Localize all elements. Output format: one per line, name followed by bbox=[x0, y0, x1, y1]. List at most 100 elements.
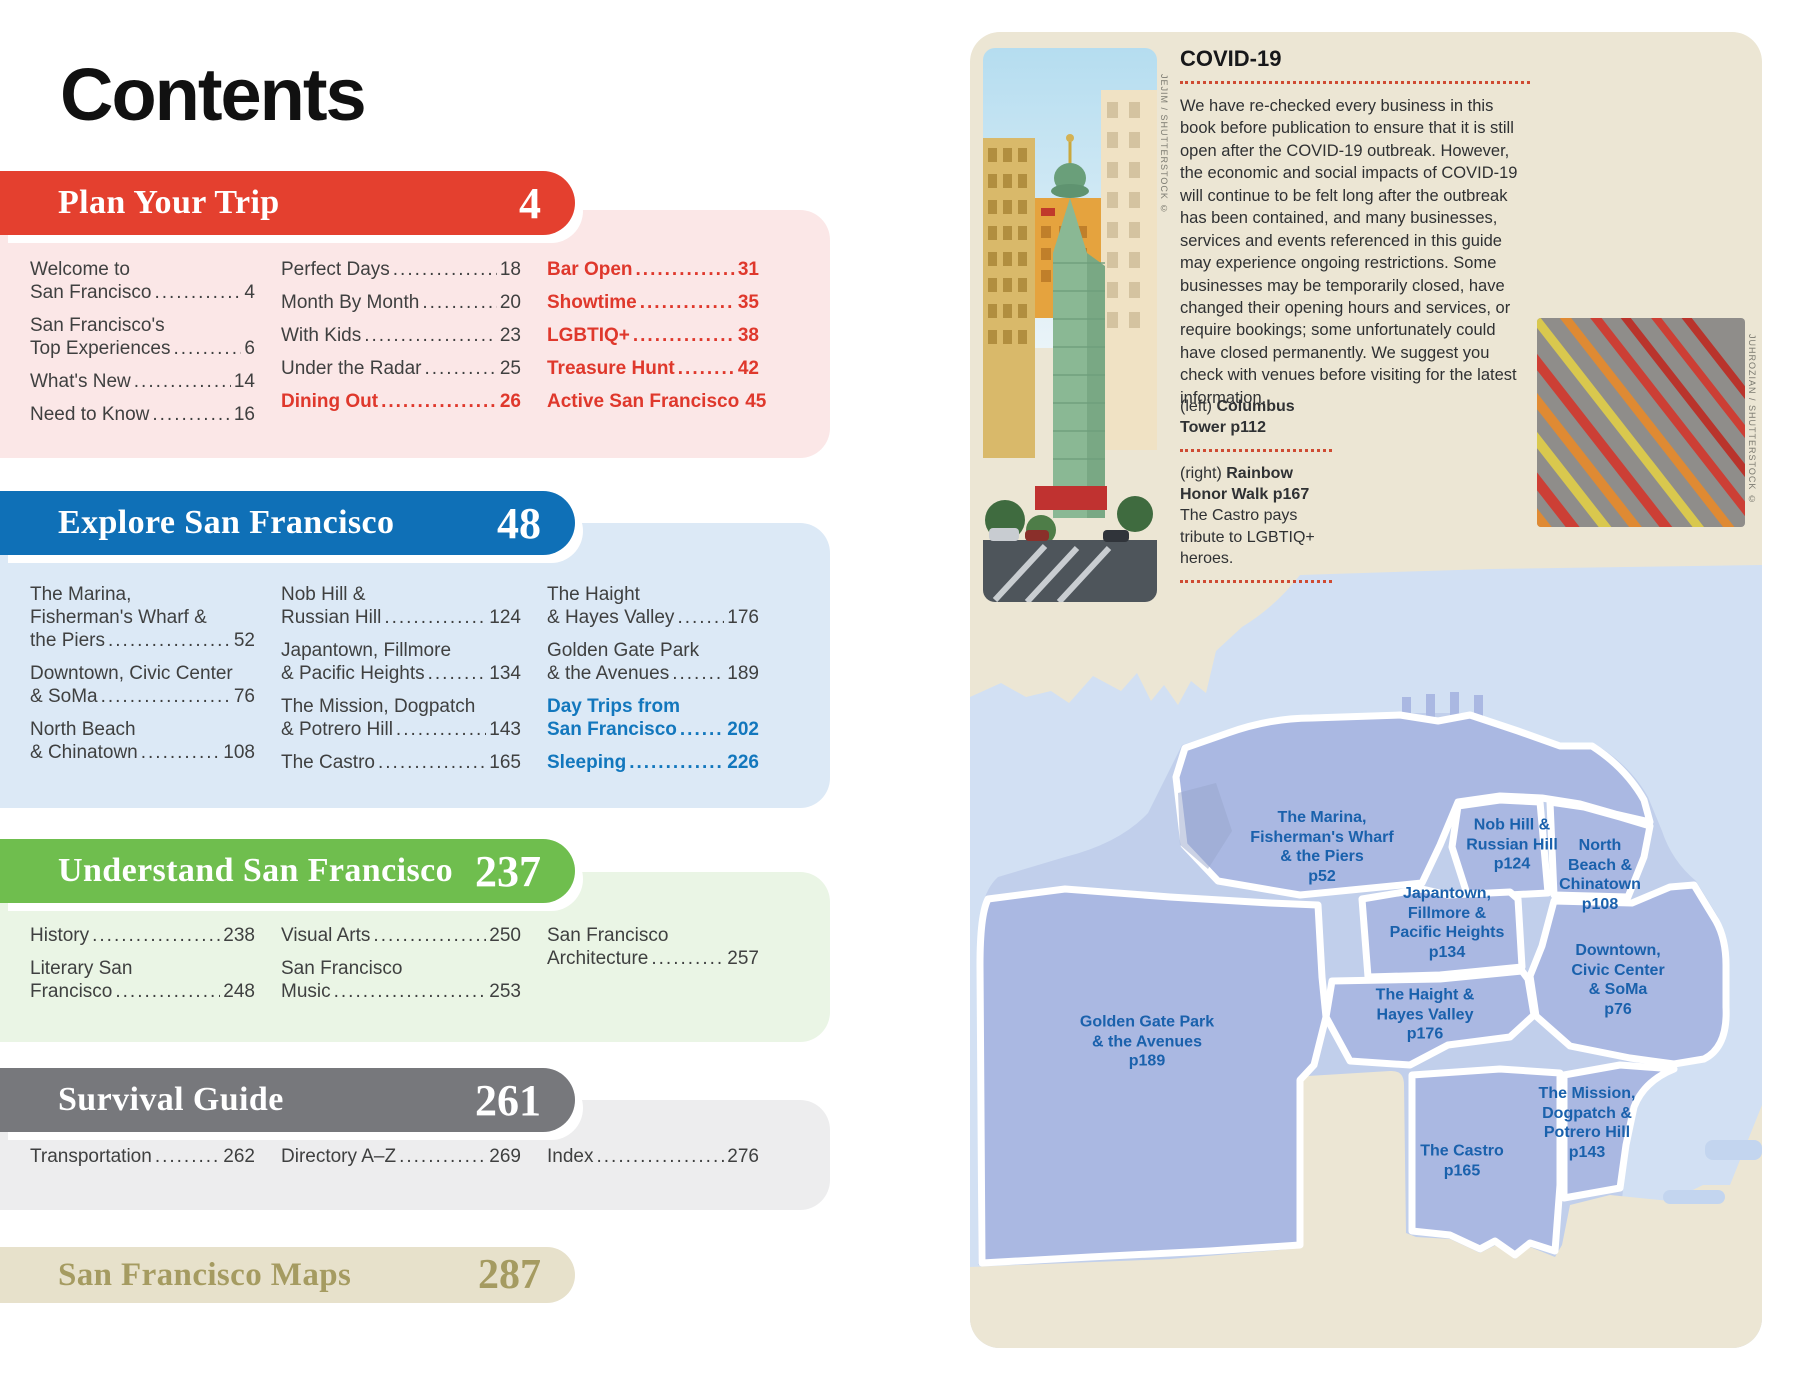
section-page-number: 287 bbox=[478, 1252, 541, 1298]
entry-line: Welcome to bbox=[30, 259, 130, 280]
toc-entry[interactable]: The Castro 165 bbox=[281, 751, 521, 774]
toc-entry[interactable]: Literary San Francisco 248 bbox=[30, 957, 255, 1003]
toc-entry[interactable]: San Francisco Music 253 bbox=[281, 957, 521, 1003]
entry-line: Fisherman's Wharf & bbox=[30, 607, 207, 628]
section-body-plan-your-trip: Welcome to San Francisco 4 San Francisco'… bbox=[0, 210, 830, 458]
entry-label: Russian Hill bbox=[281, 607, 382, 628]
dot-leader bbox=[381, 390, 497, 413]
entry-page: 42 bbox=[737, 358, 759, 379]
district-mission bbox=[1560, 1061, 1678, 1202]
entry-page: 16 bbox=[233, 404, 255, 425]
toc-column: Visual Arts 250 San Francisco Music 253 bbox=[281, 924, 521, 1013]
toc-entry[interactable]: San Francisco's Top Experiences 6 bbox=[30, 314, 255, 360]
toc-entry[interactable]: Day Trips from San Francisco 202 bbox=[547, 695, 759, 741]
section-title: Survival Guide bbox=[58, 1081, 284, 1118]
dot-leader bbox=[596, 1145, 724, 1168]
district-north-beach bbox=[1546, 798, 1654, 901]
toc-entry[interactable]: Visual Arts 250 bbox=[281, 924, 521, 947]
toc-entry[interactable]: Showtime 35 bbox=[547, 291, 759, 314]
entry-label: Dining Out bbox=[281, 391, 379, 412]
dot-leader bbox=[672, 662, 724, 685]
toc-entry[interactable]: Perfect Days 18 bbox=[281, 258, 521, 281]
dot-leader bbox=[334, 980, 487, 1003]
entry-label: Month By Month bbox=[281, 292, 420, 313]
dot-leader bbox=[154, 281, 241, 304]
toc-column: Directory A–Z 269 bbox=[281, 1145, 521, 1178]
entry-page: 6 bbox=[244, 338, 255, 359]
entry-page: 25 bbox=[499, 358, 521, 379]
toc-entry[interactable]: Under the Radar 25 bbox=[281, 357, 521, 380]
toc-entry[interactable]: History 238 bbox=[30, 924, 255, 947]
entry-label: Directory A–Z bbox=[281, 1146, 397, 1167]
toc-column: San Francisco Architecture 257 bbox=[547, 924, 759, 1013]
entry-label: & Chinatown bbox=[30, 742, 138, 763]
toc-entry[interactable]: Directory A–Z 269 bbox=[281, 1145, 521, 1168]
toc-entry[interactable]: With Kids 23 bbox=[281, 324, 521, 347]
map-shore-south bbox=[970, 1070, 1762, 1348]
toc-entry[interactable]: What's New 14 bbox=[30, 370, 255, 393]
entry-label: LGBTIQ+ bbox=[547, 325, 630, 346]
entry-line: Literary San bbox=[30, 958, 133, 979]
toc-entry[interactable]: Month By Month 20 bbox=[281, 291, 521, 314]
section-page-number: 261 bbox=[475, 1075, 541, 1125]
dot-leader bbox=[633, 324, 735, 347]
toc-entry[interactable]: Dining Out 26 bbox=[281, 390, 521, 413]
rainbow-honor-walk-photo bbox=[1537, 318, 1745, 527]
entry-page: 226 bbox=[727, 752, 759, 773]
caption-bold: Rainbow Honor Walk p167 bbox=[1180, 465, 1310, 504]
district-nob-hill bbox=[1448, 796, 1552, 901]
toc-column: Welcome to San Francisco 4 San Francisco'… bbox=[30, 258, 255, 436]
toc-entry[interactable]: North Beach & Chinatown 108 bbox=[30, 718, 255, 764]
entry-label: & Hayes Valley bbox=[547, 607, 675, 628]
entry-page: 269 bbox=[489, 1146, 521, 1167]
caption-right: (right) Rainbow Honor Walk p167 The Cast… bbox=[1180, 463, 1332, 569]
dotted-divider bbox=[1180, 579, 1332, 583]
district-japantown bbox=[1358, 885, 1526, 981]
toc-entry[interactable]: Japantown, Fillmore & Pacific Heights 134 bbox=[281, 639, 521, 685]
toc-entry[interactable]: Nob Hill & Russian Hill 124 bbox=[281, 583, 521, 629]
toc-entry[interactable]: The Haight & Hayes Valley 176 bbox=[547, 583, 759, 629]
dot-leader bbox=[680, 718, 724, 741]
map-label-mission: The Mission, Dogpatch & Potrero Hill p143 bbox=[1538, 1084, 1636, 1161]
toc-entry[interactable]: The Marina, Fisherman's Wharf & the Pier… bbox=[30, 583, 255, 652]
toc-entry[interactable]: Golden Gate Park & the Avenues 189 bbox=[547, 639, 759, 685]
toc-entry[interactable]: Downtown, Civic Center & SoMa 76 bbox=[30, 662, 255, 708]
covid-body-text: We have re-checked every business in thi… bbox=[1180, 97, 1518, 407]
entry-label: & the Avenues bbox=[547, 663, 670, 684]
toc-entry[interactable]: Welcome to San Francisco 4 bbox=[30, 258, 255, 304]
toc-entry[interactable]: Sleeping 226 bbox=[547, 751, 759, 774]
dot-leader bbox=[399, 1145, 486, 1168]
entry-label: Showtime bbox=[547, 292, 637, 313]
covid-notice: COVID-19 We have re-checked every busine… bbox=[1180, 46, 1530, 409]
entry-label: Visual Arts bbox=[281, 925, 371, 946]
toc-entry[interactable]: LGBTIQ+ 38 bbox=[547, 324, 759, 347]
entry-label: Architecture bbox=[547, 948, 649, 969]
toc-entry[interactable]: Need to Know 16 bbox=[30, 403, 255, 426]
dot-leader bbox=[134, 370, 231, 393]
entry-label: Music bbox=[281, 981, 331, 1002]
dot-leader bbox=[115, 980, 220, 1003]
dot-leader bbox=[629, 751, 724, 774]
columbus-tower-illustration bbox=[983, 48, 1157, 602]
toc-column: The Marina, Fisherman's Wharf & the Pier… bbox=[30, 583, 255, 784]
toc-entry[interactable]: The Mission, Dogpatch & Potrero Hill 143 bbox=[281, 695, 521, 741]
district-haight bbox=[1322, 967, 1538, 1069]
toc-entry[interactable]: Active San Francisco 45 bbox=[547, 390, 766, 413]
entry-page: 250 bbox=[489, 925, 521, 946]
district-castro bbox=[1408, 1065, 1564, 1259]
section-title: Plan Your Trip bbox=[58, 184, 280, 221]
entry-page: 18 bbox=[499, 259, 521, 280]
entry-page: 20 bbox=[499, 292, 521, 313]
caption-text: The Castro pays tribute to LGBTIQ+ heroe… bbox=[1180, 507, 1315, 567]
toc-column: Transportation 262 bbox=[30, 1145, 255, 1178]
map-label-north-beach: North Beach & Chinatown p108 bbox=[1559, 836, 1641, 913]
entry-page: 262 bbox=[223, 1146, 255, 1167]
page-title: Contents bbox=[60, 53, 367, 136]
toc-entry[interactable]: Bar Open 31 bbox=[547, 258, 759, 281]
toc-entry[interactable]: Index 276 bbox=[547, 1145, 759, 1168]
entry-label: With Kids bbox=[281, 325, 362, 346]
toc-entry[interactable]: San Francisco Architecture 257 bbox=[547, 924, 759, 970]
entry-line: The Marina, bbox=[30, 584, 132, 605]
toc-entry[interactable]: Treasure Hunt 42 bbox=[547, 357, 759, 380]
toc-entry[interactable]: Transportation 262 bbox=[30, 1145, 255, 1168]
